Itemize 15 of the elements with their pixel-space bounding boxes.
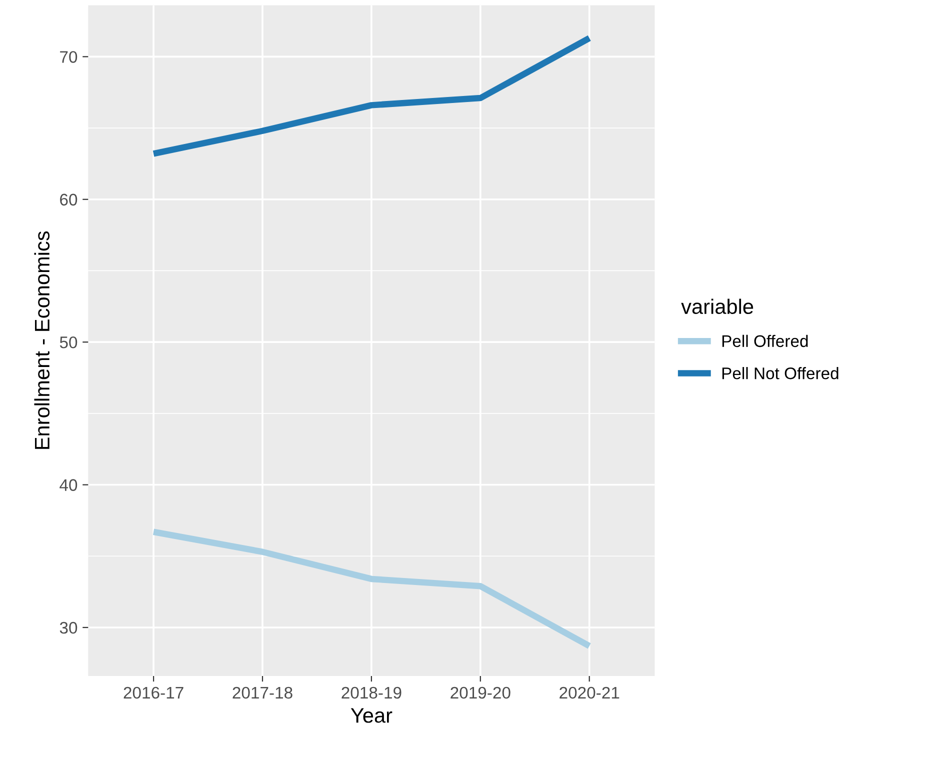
y-tick-label: 30 [60, 622, 78, 634]
x-tick-label: 2016-17 [124, 686, 184, 699]
y-tick-label: 50 [60, 336, 78, 348]
legend-label: Pell Not Offered [722, 367, 838, 380]
legend-title: variable [681, 298, 754, 314]
x-tick-label: 2017-18 [232, 686, 292, 699]
x-tick-label: 2019-20 [450, 686, 510, 699]
y-tick-label: 40 [60, 479, 78, 491]
legend-label: Pell Offered [722, 334, 808, 348]
y-tick-label: 60 [60, 194, 78, 206]
x-tick-label: 2020-21 [560, 686, 620, 699]
y-tick-label: 70 [60, 51, 78, 63]
x-axis-title: Year [350, 708, 392, 723]
x-tick-label: 2018-19 [342, 686, 402, 699]
y-axis-title: Enrollment - Economics [34, 231, 50, 449]
